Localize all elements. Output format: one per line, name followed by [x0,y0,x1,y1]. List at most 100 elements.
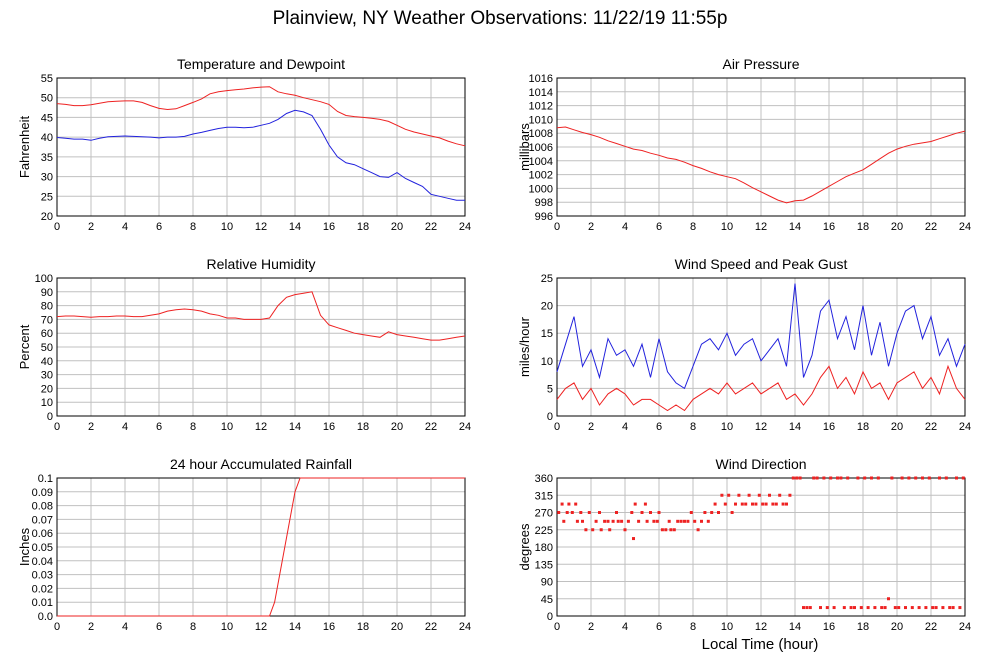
x-tick-label: 14 [289,221,301,233]
x-tick-label: 24 [459,421,471,433]
x-tick-label: 14 [789,421,801,433]
plot-frame [556,77,966,217]
scatter-point [890,476,894,480]
scatter-point [557,511,561,514]
plot-frame [556,277,966,417]
scatter-point [924,606,928,610]
x-tick-label: 4 [622,421,628,433]
y-tick-label: 225 [535,525,553,537]
x-tick-label: 12 [255,221,267,233]
series-line-0 [56,86,466,147]
scatter-point [785,502,788,506]
x-tick-label: 10 [221,421,233,433]
scatter-point [574,502,578,506]
scatter-point [955,476,958,480]
scatter-point [599,528,603,532]
x-tick-label: 18 [357,621,369,633]
scatter-point [630,511,634,514]
x-tick-label: 12 [255,421,267,433]
x-axis-label: Local Time (hour) [701,636,819,653]
x-tick-label: 20 [891,221,903,233]
scatter-point [655,519,659,523]
x-tick-label: 8 [690,621,696,633]
scatter-point [751,502,754,506]
scatter-point [615,511,618,514]
scatter-point [958,606,962,610]
x-tick-label: 0 [54,621,60,633]
scatter-point [611,519,615,523]
scatter-point [781,502,785,506]
scatter-point [645,519,649,523]
series-line-0 [57,477,465,617]
scatter-point [744,502,748,506]
x-tick-label: 8 [190,621,196,633]
scatter-point [637,519,641,523]
y-tick-label: 0.05 [32,542,53,554]
x-tick-label: 12 [755,621,767,633]
scatter-point [616,519,620,523]
x-tick-label: 18 [857,621,869,633]
scatter-point [608,528,612,532]
scatter-point [581,519,584,523]
y-tick-label: 70 [41,314,53,326]
y-tick-label: 60 [41,328,53,340]
y-tick-label: 360 [535,473,553,485]
scatter-point [778,493,782,497]
x-tick-label: 22 [925,421,937,433]
y-tick-label: 5 [547,383,553,395]
scatter-point [771,502,775,506]
x-tick-label: 6 [656,621,662,633]
y-tick-label: 1000 [529,183,553,195]
y-tick-label: 25 [541,273,553,285]
x-tick-label: 10 [221,621,233,633]
x-tick-label: 16 [323,421,335,433]
scatter-point [904,606,907,610]
x-tick-label: 2 [88,421,94,433]
y-tick-label: 0.1 [38,473,53,485]
scatter-point [921,476,924,480]
x-tick-label: 16 [323,621,335,633]
y-axis-label: millibars [517,123,532,171]
x-tick-label: 8 [190,221,196,233]
y-tick-label: 10 [541,356,553,368]
scatter-point [795,476,799,480]
x-tick-label: 0 [554,421,560,433]
y-tick-label: 90 [41,287,53,299]
scatter-point [700,519,703,523]
scatter-point [686,519,690,523]
y-axis-label: Fahrenheit [17,116,32,179]
scatter-point [883,606,887,610]
y-tick-label: 0.03 [32,570,53,582]
y-tick-label: 0.0 [38,611,53,623]
x-tick-label: 18 [357,221,369,233]
scatter-point [633,502,637,506]
x-tick-label: 0 [54,221,60,233]
y-tick-label: 20 [41,383,53,395]
y-tick-label: 10 [41,397,53,409]
scatter-point [822,476,826,480]
scatter-point [808,606,812,610]
scatter-point [649,511,652,514]
x-tick-label: 8 [190,421,196,433]
y-tick-label: 40 [41,356,53,368]
y-tick-label: 315 [535,490,553,502]
scatter-point [579,511,583,514]
x-tick-label: 16 [323,221,335,233]
plot-frame [556,477,966,617]
y-tick-label: 1006 [529,142,553,154]
y-tick-label: 1012 [529,101,553,113]
scatter-point [734,502,737,506]
y-tick-label: 15 [541,328,553,340]
x-tick-label: 14 [789,221,801,233]
scatter-point [931,606,935,610]
scatter-point [603,519,607,523]
y-tick-label: 20 [41,211,53,223]
scatter-point [893,606,897,610]
scatter-point [846,476,850,480]
y-tick-label: 1014 [529,87,553,99]
x-tick-label: 6 [156,221,162,233]
y-tick-label: 45 [41,112,53,124]
